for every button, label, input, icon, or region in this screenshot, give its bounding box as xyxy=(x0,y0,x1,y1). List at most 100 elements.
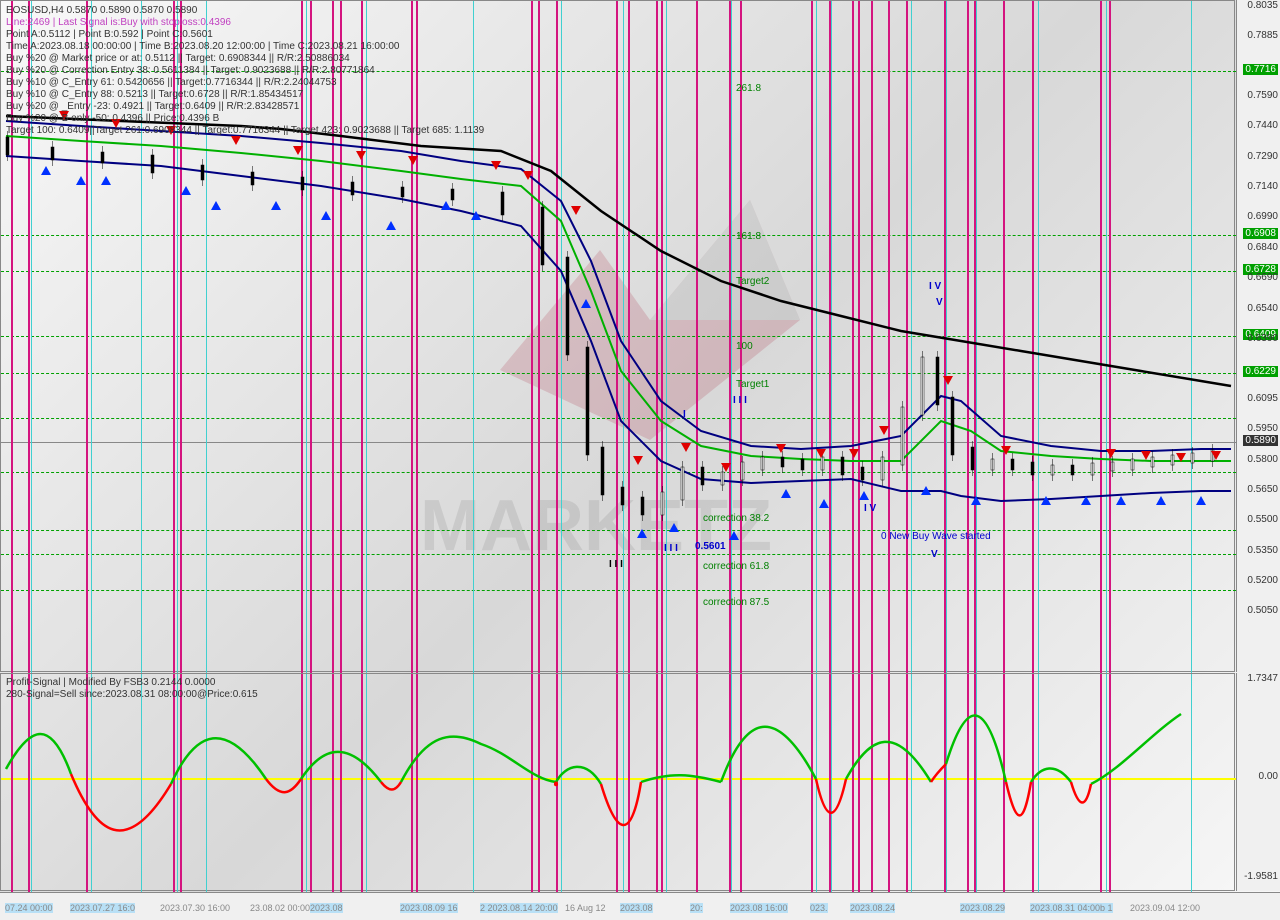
wave-i: I xyxy=(683,409,686,420)
x-tick-label: 23.08.02 00:00 xyxy=(250,903,310,913)
x-tick-label: 2023.08 xyxy=(620,903,653,913)
x-axis: 07.24 00:002023.07.27 16:02023.07.30 16:… xyxy=(0,892,1280,920)
buy-arrow-icon xyxy=(1196,496,1206,505)
sell-arrow-icon xyxy=(571,206,581,215)
y-tick-label: 0.5050 xyxy=(1247,605,1278,616)
sell-arrow-icon xyxy=(681,443,691,452)
x-tick-label: 2023.08.24 xyxy=(850,903,895,913)
x-tick-label: 2023.07.27 16:0 xyxy=(70,903,135,913)
buy-arrow-icon xyxy=(101,176,111,185)
new-wave-label: 0 New Buy Wave started xyxy=(881,531,991,542)
x-tick-label: 2023.08.31 04:00 xyxy=(1030,903,1100,913)
y-tick-label: 0.8035 xyxy=(1247,0,1278,11)
fib-100: 100 xyxy=(736,341,753,352)
y-tick-label: 0.7885 xyxy=(1247,30,1278,41)
x-tick-label: b 1 xyxy=(1100,903,1113,913)
x-tick-label: 2023.08.29 xyxy=(960,903,1005,913)
buy-arrow-icon xyxy=(1081,496,1091,505)
x-tick-label: 2 2023.08.14 20:00 xyxy=(480,903,558,913)
sell-arrow-icon xyxy=(943,376,953,385)
buy-arrow-icon xyxy=(41,166,51,175)
y-axis-main: 0.80350.78850.77160.75900.74400.72900.71… xyxy=(1236,0,1280,672)
sell-arrow-icon xyxy=(356,151,366,160)
oscillator-chart[interactable]: Profit-Signal | Modified By FSB3 0.2144 … xyxy=(0,673,1235,891)
targets-info: Target 100: 0.6409||Target 261:0.6908344… xyxy=(6,125,484,136)
y-tick-label: 0.6908 xyxy=(1243,228,1278,239)
sell-arrow-icon xyxy=(1176,453,1186,462)
buy-arrow-icon xyxy=(1156,496,1166,505)
wave-v-low: V xyxy=(931,549,938,560)
buy-arrow-icon xyxy=(321,211,331,220)
sell-arrow-icon xyxy=(293,146,303,155)
wave-iii-bars: I I I xyxy=(733,395,747,406)
sell-arrow-icon xyxy=(776,444,786,453)
buy-arrow-icon xyxy=(971,496,981,505)
y-tick-label: 0.5350 xyxy=(1247,545,1278,556)
times-info: Time A:2023.08.18 00:00:00 | Time B:2023… xyxy=(6,41,399,52)
sell-arrow-icon xyxy=(816,449,826,458)
buy-arrow-icon xyxy=(386,221,396,230)
buy-arrow-icon xyxy=(921,486,931,495)
buy-arrow-icon xyxy=(271,201,281,210)
buy-arrow-icon xyxy=(819,499,829,508)
buy-arrow-icon xyxy=(729,531,739,540)
x-tick-label: 2023.07.30 16:00 xyxy=(160,903,230,913)
buy-arrow-icon xyxy=(859,491,869,500)
sell-arrow-icon xyxy=(408,156,418,165)
bars-iii-black: I I I xyxy=(609,559,623,570)
x-tick-label: 2023.08 xyxy=(310,903,343,913)
buy-signal-4: Buy %10 @ C_Entry 88: 0.5213 || Target:0… xyxy=(6,89,303,100)
x-tick-label: 20: xyxy=(690,903,703,913)
y-tick-label: -1.9581 xyxy=(1244,871,1278,882)
y-tick-label: 1.7347 xyxy=(1247,673,1278,684)
buy-signal-2: Buy %20 @ Correction Entry 38: 0.5611384… xyxy=(6,65,375,76)
chart-title: EOSUSD,H4 0.5870 0.5890 0.5870 0.5890 xyxy=(6,5,197,16)
x-tick-label: 2023.08 16:00 xyxy=(730,903,788,913)
buy-arrow-icon xyxy=(781,489,791,498)
buy-signal-6: Buy %20 @ B only -50: 0.4396 || Price:0.… xyxy=(6,113,219,124)
sell-arrow-icon xyxy=(523,171,533,180)
buy-arrow-icon xyxy=(1041,496,1051,505)
buy-arrow-icon xyxy=(1116,496,1126,505)
buy-arrow-icon xyxy=(581,299,591,308)
buy-arrow-icon xyxy=(441,201,451,210)
sell-arrow-icon xyxy=(879,426,889,435)
line-info: Line:2469 | Last Signal is:Buy with stop… xyxy=(6,17,231,28)
price-05601: 0.5601 xyxy=(695,541,726,552)
corr-87: correction 87.5 xyxy=(703,597,769,608)
y-tick-label: 0.7590 xyxy=(1247,90,1278,101)
wave-iv-top: I V xyxy=(929,281,941,292)
corr-38: correction 38.2 xyxy=(703,513,769,524)
buy-arrow-icon xyxy=(471,211,481,220)
buy-arrow-icon xyxy=(211,201,221,210)
buy-signal-3: Buy %10 @ C_Entry 61: 0.5420656 || Targe… xyxy=(6,77,337,88)
sell-arrow-icon xyxy=(491,161,501,170)
y-tick-label: 0.7290 xyxy=(1247,151,1278,162)
y-tick-label: 0.5950 xyxy=(1247,423,1278,434)
buy-arrow-icon xyxy=(76,176,86,185)
y-tick-label: 0.6095 xyxy=(1247,393,1278,404)
sell-arrow-icon xyxy=(1106,449,1116,458)
sell-arrow-icon xyxy=(849,449,859,458)
y-tick-label: 0.7716 xyxy=(1243,64,1278,75)
x-tick-label: 2023.08.09 16 xyxy=(400,903,458,913)
bars-iii-blue: I I I xyxy=(664,543,678,554)
osc-title: Profit-Signal | Modified By FSB3 0.2144 … xyxy=(6,677,215,688)
y-tick-label: 0.6990 xyxy=(1247,211,1278,222)
sell-arrow-icon xyxy=(1001,446,1011,455)
y-tick-label: 0.5800 xyxy=(1247,454,1278,465)
buy-signal-1: Buy %20 @ Market price or at: 0.5112 || … xyxy=(6,53,350,64)
y-tick-label: 0.00 xyxy=(1259,771,1278,782)
y-tick-label: 0.7440 xyxy=(1247,120,1278,131)
buy-arrow-icon xyxy=(637,529,647,538)
buy-arrow-icon xyxy=(181,186,191,195)
fib-261: 261.8 xyxy=(736,83,761,94)
sell-arrow-icon xyxy=(1211,451,1221,460)
main-price-chart[interactable]: EOSUSD,H4 0.5870 0.5890 0.5870 0.5890 Li… xyxy=(0,0,1235,672)
y-tick-label: 0.6840 xyxy=(1247,242,1278,253)
y-tick-label: 0.5200 xyxy=(1247,575,1278,586)
target2-label: Target2 xyxy=(736,276,769,287)
buy-arrow-icon xyxy=(669,523,679,532)
sell-arrow-icon xyxy=(1141,451,1151,460)
y-tick-label: 0.5650 xyxy=(1247,484,1278,495)
